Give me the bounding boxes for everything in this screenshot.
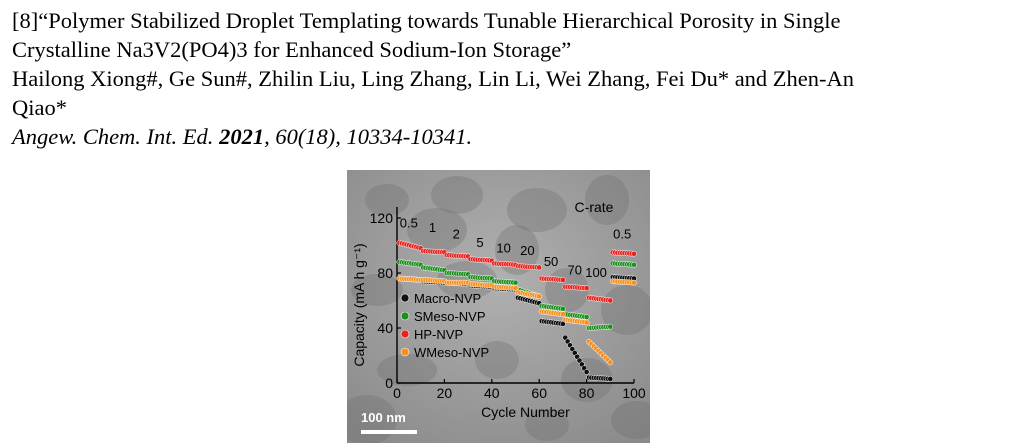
data-point <box>536 264 543 271</box>
sem-pore <box>611 401 650 439</box>
legend-label: SMeso-NVP <box>414 309 486 324</box>
data-point <box>631 261 637 268</box>
legend-label: HP-NVP <box>414 327 463 342</box>
data-point <box>512 279 519 286</box>
legend-label: Macro-NVP <box>414 291 481 306</box>
rate-label: 0.5 <box>400 216 418 231</box>
reference-entry: [8]“Polymer Stabilized Droplet Templatin… <box>12 6 1012 151</box>
data-point <box>560 305 566 312</box>
sem-pore <box>351 274 403 306</box>
rate-label: 2 <box>453 227 460 242</box>
sem-pore <box>525 409 569 441</box>
reference-journal: Angew. Chem. Int. Ed. 2021, 60(18), 1033… <box>12 122 1012 151</box>
y-axis-title: Capacity (mA h g⁻¹) <box>351 243 367 366</box>
sem-pore <box>475 341 519 379</box>
reference-title-line-1: [8]“Polymer Stabilized Droplet Templatin… <box>12 8 841 33</box>
journal-volume-pages: , 60(18), 10334-10341. <box>264 124 473 149</box>
data-point <box>536 293 543 300</box>
data-point <box>607 297 614 304</box>
data-point <box>631 250 637 257</box>
data-point <box>607 359 614 366</box>
sem-pore <box>507 188 567 232</box>
sem-pore <box>407 208 467 252</box>
x-tick-label: 80 <box>579 385 595 401</box>
x-tick-label: 60 <box>531 385 547 401</box>
chart-title: C-rate <box>575 199 614 215</box>
rate-label: 5 <box>476 235 483 250</box>
y-tick-label: 0 <box>385 375 393 391</box>
legend-swatch <box>400 347 410 357</box>
x-tick-label: 0 <box>393 385 401 401</box>
chart-legend: Macro-NVP SMeso-NVP HP-NVP WMeso-NVP <box>400 291 489 360</box>
sem-pore <box>431 176 483 214</box>
rate-label: 0.5 <box>613 227 631 242</box>
data-point <box>631 279 637 286</box>
y-tick-label: 120 <box>370 210 394 226</box>
sem-pore <box>601 285 650 335</box>
data-point <box>607 323 614 330</box>
sem-pore <box>365 184 409 216</box>
x-tick-label: 20 <box>437 385 453 401</box>
journal-name: Angew. Chem. Int. Ed. <box>12 124 220 149</box>
figure: 0 20 40 60 80 100 0 40 80 120 Cycle Number Capacit… <box>347 170 650 443</box>
rate-label: 70 <box>568 262 582 277</box>
reference-authors-line-2: Qiao* <box>12 95 67 120</box>
reference-title-line-2: Crystalline Na3V2(PO4)3 for Enhanced Sod… <box>12 37 572 62</box>
sem-pore <box>585 175 629 225</box>
legend-swatch <box>400 293 410 303</box>
rate-label: 1 <box>429 220 436 235</box>
scale-bar-label: 100 nm <box>361 410 406 425</box>
chart-marks <box>396 239 637 382</box>
rate-label: 100 <box>585 265 607 280</box>
chart-labels: Cycle Number Capacity (mA h g⁻¹) C-rate 0.5… <box>351 199 631 420</box>
y-tick-label: 80 <box>377 265 393 281</box>
legend-label: WMeso-NVP <box>414 345 489 360</box>
rate-label: 10 <box>496 240 510 255</box>
legend-swatch <box>400 311 410 321</box>
y-tick-label: 40 <box>377 320 393 336</box>
x-tick-label: 100 <box>622 385 646 401</box>
reference-authors-line-1: Hailong Xiong#, Ge Sun#, Zhilin Liu, Lin… <box>12 66 855 91</box>
journal-year: 2021 <box>219 124 265 149</box>
sem-pore <box>377 354 437 386</box>
data-point <box>607 376 614 382</box>
rate-label: 50 <box>544 254 558 269</box>
data-point <box>583 369 590 375</box>
data-point <box>560 277 566 283</box>
data-point <box>583 314 590 320</box>
data-point <box>583 319 590 326</box>
x-tick-label: 40 <box>484 385 500 401</box>
rate-label: 20 <box>520 243 534 258</box>
x-axis-title: Cycle Number <box>481 404 570 420</box>
legend-swatch <box>400 329 410 339</box>
data-point <box>583 285 590 291</box>
data-point <box>560 311 566 318</box>
